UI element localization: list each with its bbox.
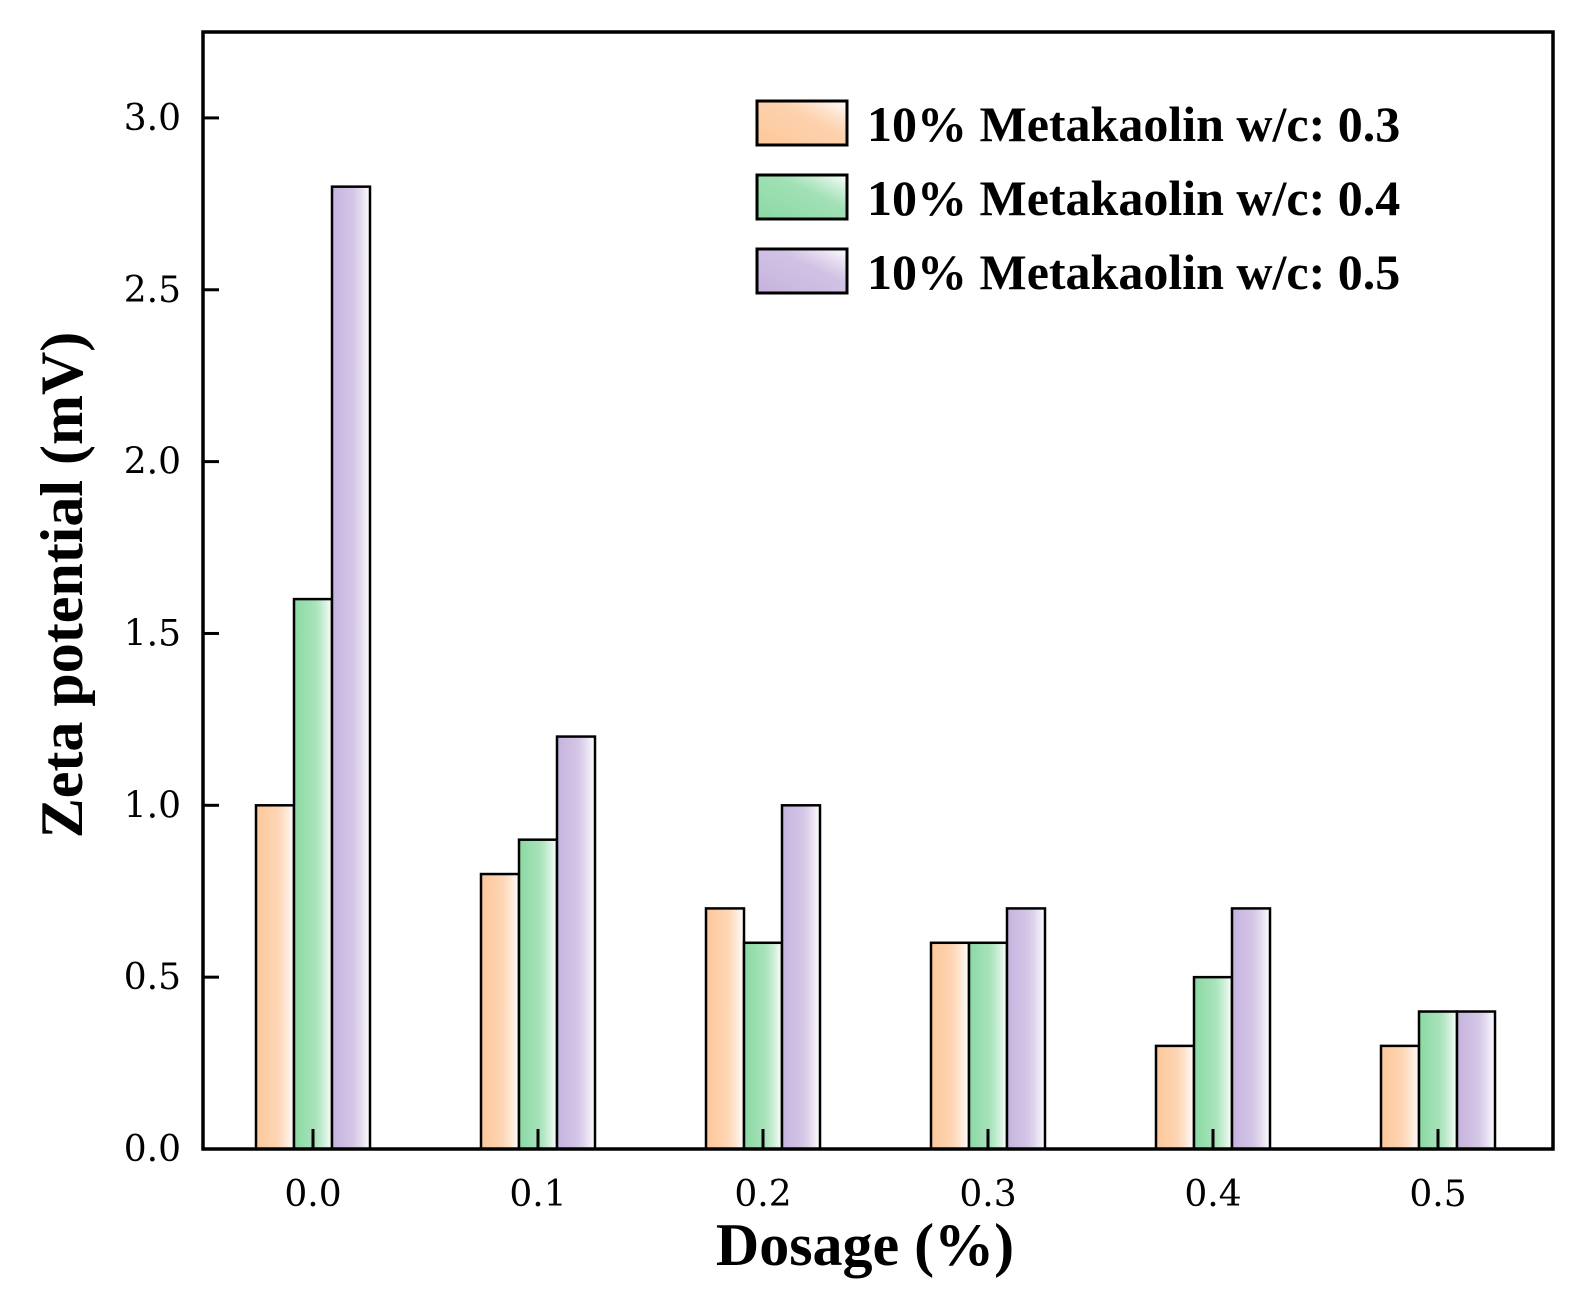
x-tick-label: 0.0 (284, 1174, 341, 1215)
legend-label-series-3: 10% Metakaolin w/c: 0.5 (867, 244, 1400, 300)
y-tick-label: 2.0 (124, 442, 181, 483)
bar-0.2-series-1 (704, 907, 746, 1151)
bar-0.2-series-3 (780, 804, 822, 1151)
plot-frame (201, 30, 1555, 1151)
bar-0.1-series-2 (517, 838, 559, 1151)
y-tick-label: 1.0 (124, 785, 181, 826)
legend-swatch-series-2 (755, 173, 849, 221)
y-tick-label: 0.0 (124, 1129, 181, 1170)
bar-0.0-series-3 (330, 185, 372, 1151)
y-tick-label: 3.0 (124, 98, 181, 139)
bar-0.4-series-2 (1192, 975, 1234, 1151)
bar-0.5-series-2 (1417, 1010, 1459, 1151)
y-tick-label: 0.5 (124, 957, 181, 998)
x-tick-label: 0.1 (509, 1174, 566, 1215)
bar-0.1-series-1 (479, 872, 521, 1151)
axes-layer: 0.0 0.5 1.0 1.5 2.0 2.5 3.0 0.0 0.1 0.2 0.3 0.4 0.5 (124, 30, 1555, 1215)
bar-0.1-series-3 (555, 735, 597, 1151)
bar-0.2-series-2 (742, 941, 784, 1151)
x-tick-label: 0.3 (959, 1174, 1016, 1215)
x-tick-label: 0.2 (734, 1174, 791, 1215)
legend-label-series-2: 10% Metakaolin w/c: 0.4 (867, 170, 1400, 226)
legend: 10% Metakaolin w/c: 0.3 10% Metakaolin w/… (755, 96, 1400, 300)
x-tick-label: 0.5 (1409, 1174, 1466, 1215)
bar-0.5-series-1 (1379, 1044, 1421, 1151)
bar-0.3-series-2 (967, 941, 1009, 1151)
bar-0.3-series-3 (1005, 907, 1047, 1151)
x-axis-title: Dosage (%) (716, 1212, 1014, 1278)
bar-0.0-series-1 (254, 804, 296, 1151)
bar-0.3-series-1 (929, 941, 971, 1151)
bars-layer (254, 185, 1497, 1151)
y-tick-label: 2.5 (124, 270, 181, 311)
legend-label-series-1: 10% Metakaolin w/c: 0.3 (867, 96, 1400, 152)
bar-0.0-series-2 (292, 597, 334, 1151)
bar-0.4-series-3 (1230, 907, 1272, 1151)
y-tick-label: 1.5 (124, 613, 181, 654)
legend-swatch-series-1 (755, 99, 849, 147)
y-axis-title: Zeta potential (mV) (29, 332, 95, 839)
legend-swatch-series-3 (755, 247, 849, 295)
x-tick-label: 0.4 (1184, 1174, 1241, 1215)
bar-0.4-series-1 (1154, 1044, 1196, 1151)
bar-0.5-series-3 (1455, 1010, 1497, 1151)
